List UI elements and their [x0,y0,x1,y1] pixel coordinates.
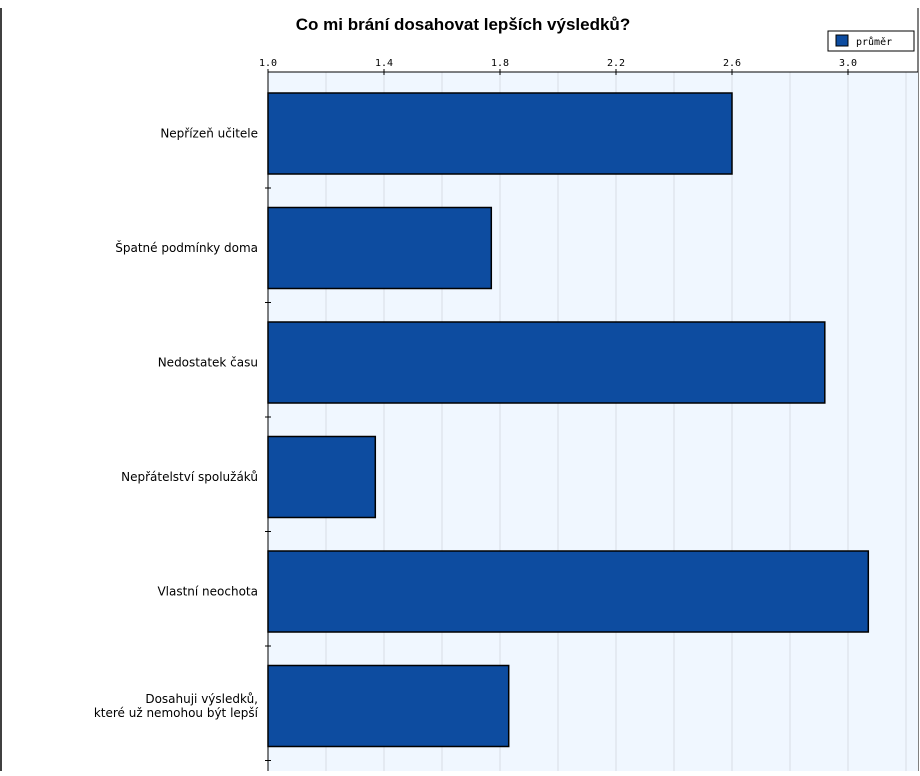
category-label-line: které už nemohou být lepší [94,706,259,720]
category-label-line: Nedostatek času [158,356,258,370]
category-label-3: Nepřátelství spolužáků [121,470,258,484]
bar-3 [267,435,377,519]
legend: průměr [827,30,915,52]
plot-area: 1.0 1.4 1.8 2.2 2.6 3.0 Nepřízeň učitele Špatné… [94,58,918,771]
category-label-line: Špatné podmínky doma [115,240,258,255]
chart-title: Co mi brání dosahovat lepších výsledků? [296,15,630,34]
category-label-2: Nedostatek času [158,356,258,370]
category-label-0: Nepřízeň učitele [160,127,258,141]
category-label-1: Špatné podmínky doma [115,240,258,255]
bar-5 [267,664,510,748]
category-label-line: Nepřátelství spolužáků [121,470,258,484]
category-label-line: Vlastní neochota [157,585,258,599]
category-label-5: Dosahuji výsledků, které už nemohou být l… [94,692,259,720]
category-label-line: Nepřízeň učitele [160,127,258,141]
category-label-4: Vlastní neochota [157,585,258,599]
x-tick-label-5: 3.0 [839,58,857,69]
x-tick-label-1: 1.4 [375,58,393,69]
legend-label: průměr [856,36,892,48]
bar-2 [267,321,826,404]
bar-1 [267,206,493,290]
x-tick-label-0: 1.0 [259,58,277,69]
legend-swatch [835,34,849,47]
category-label-line: Dosahuji výsledků, [145,692,258,706]
plot-background [268,72,918,771]
legend-box [827,30,915,52]
x-tick-label-4: 2.6 [723,58,741,69]
x-tick-label-3: 2.2 [607,58,625,69]
bar-4 [267,550,870,633]
x-tick-label-2: 1.8 [491,58,509,69]
bar-0 [267,92,733,175]
